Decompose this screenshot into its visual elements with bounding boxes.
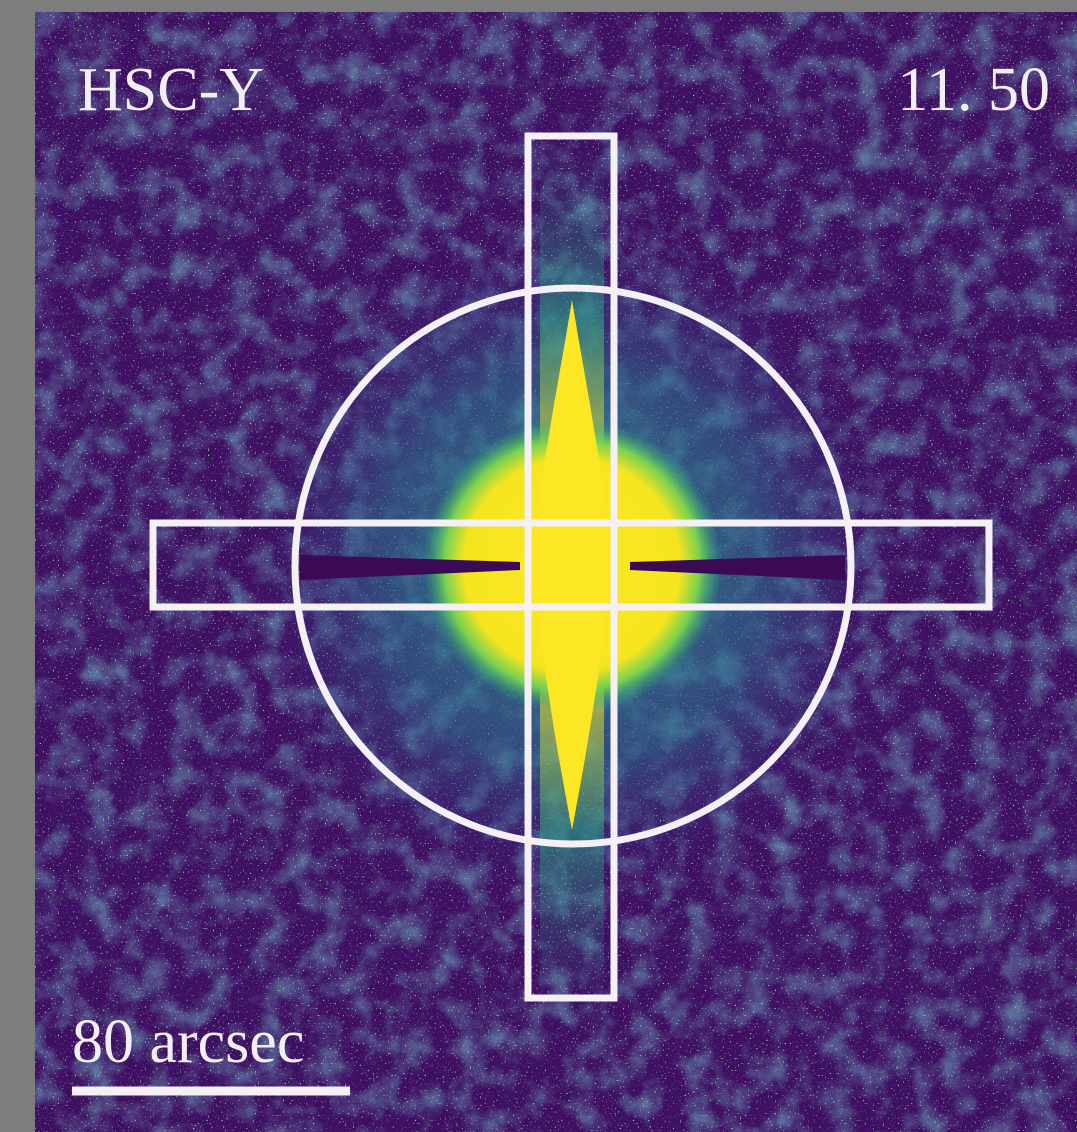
- figure: HSC-Y 11. 50 80 arcsec: [0, 0, 1077, 1132]
- sky-image: HSC-Y 11. 50 80 arcsec: [35, 12, 1077, 1132]
- magnitude-label: 11. 50: [897, 56, 1050, 124]
- band-label: HSC-Y: [78, 56, 264, 124]
- page: HSC-Y 11. 50 80 arcsec (() => { const da…: [0, 0, 1077, 1132]
- scale-bar-label: 80 arcsec: [72, 1008, 304, 1076]
